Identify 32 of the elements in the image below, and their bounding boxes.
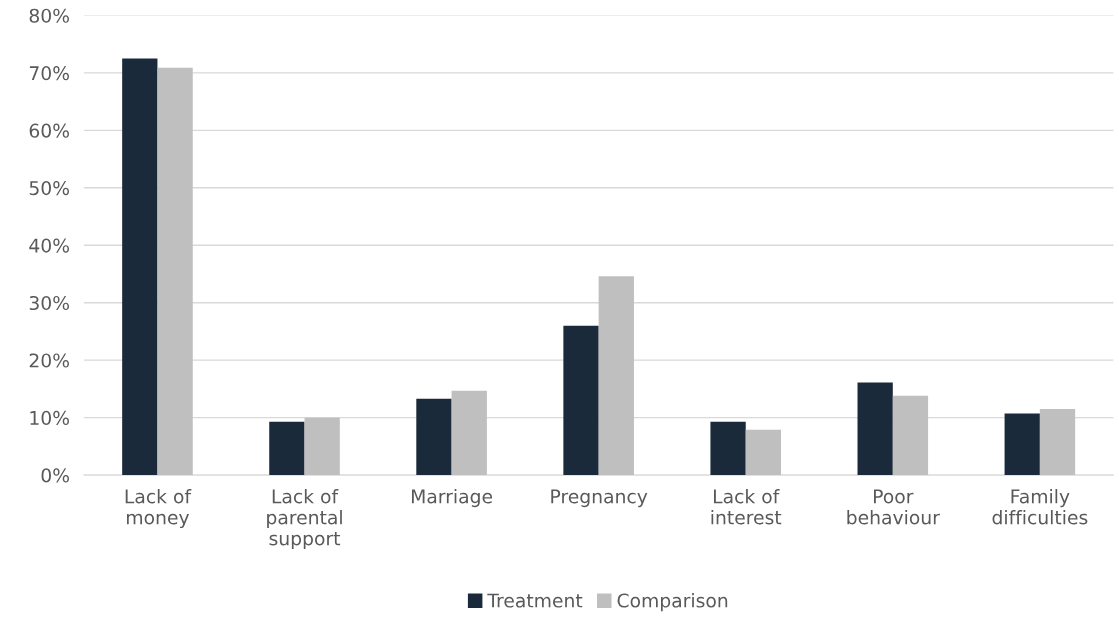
- x-tick-label: Lack of money: [125, 488, 192, 529]
- bar: [892, 395, 929, 476]
- legend-label: Treatment: [487, 593, 583, 608]
- bar: [857, 382, 893, 476]
- x-tick-label: Lack of parental support: [267, 488, 342, 550]
- bar: [1039, 409, 1076, 476]
- y-tick-label: 50%: [29, 181, 69, 196]
- x-tick-label: Lack of interest: [711, 488, 782, 525]
- bar: [269, 421, 305, 476]
- bar: [122, 58, 158, 476]
- y-tick-label: 40%: [29, 238, 69, 253]
- bar: [1004, 413, 1040, 476]
- bar: [563, 325, 599, 476]
- bar: [157, 67, 193, 476]
- legend-label: Comparison: [617, 593, 728, 612]
- y-tick-label: 80%: [29, 8, 69, 23]
- bar: [416, 398, 452, 476]
- x-tick-label: Family difficulties: [992, 488, 1088, 525]
- x-tick-label: Marriage: [411, 488, 493, 508]
- bar: [304, 417, 340, 476]
- y-tick-label: 0%: [41, 468, 69, 483]
- y-tick-label: 20%: [29, 353, 69, 368]
- bar: [745, 429, 782, 476]
- y-tick-label: 30%: [29, 295, 69, 311]
- y-tick-label: 10%: [30, 410, 69, 426]
- bar: [598, 276, 634, 476]
- bar: [710, 421, 746, 476]
- x-tick-label: Poor behaviour: [847, 489, 940, 525]
- bar: [451, 390, 487, 476]
- y-tick-label: 70%: [29, 66, 69, 81]
- y-tick-label: 60%: [29, 123, 69, 138]
- x-tick-label: Pregnancy: [551, 489, 648, 508]
